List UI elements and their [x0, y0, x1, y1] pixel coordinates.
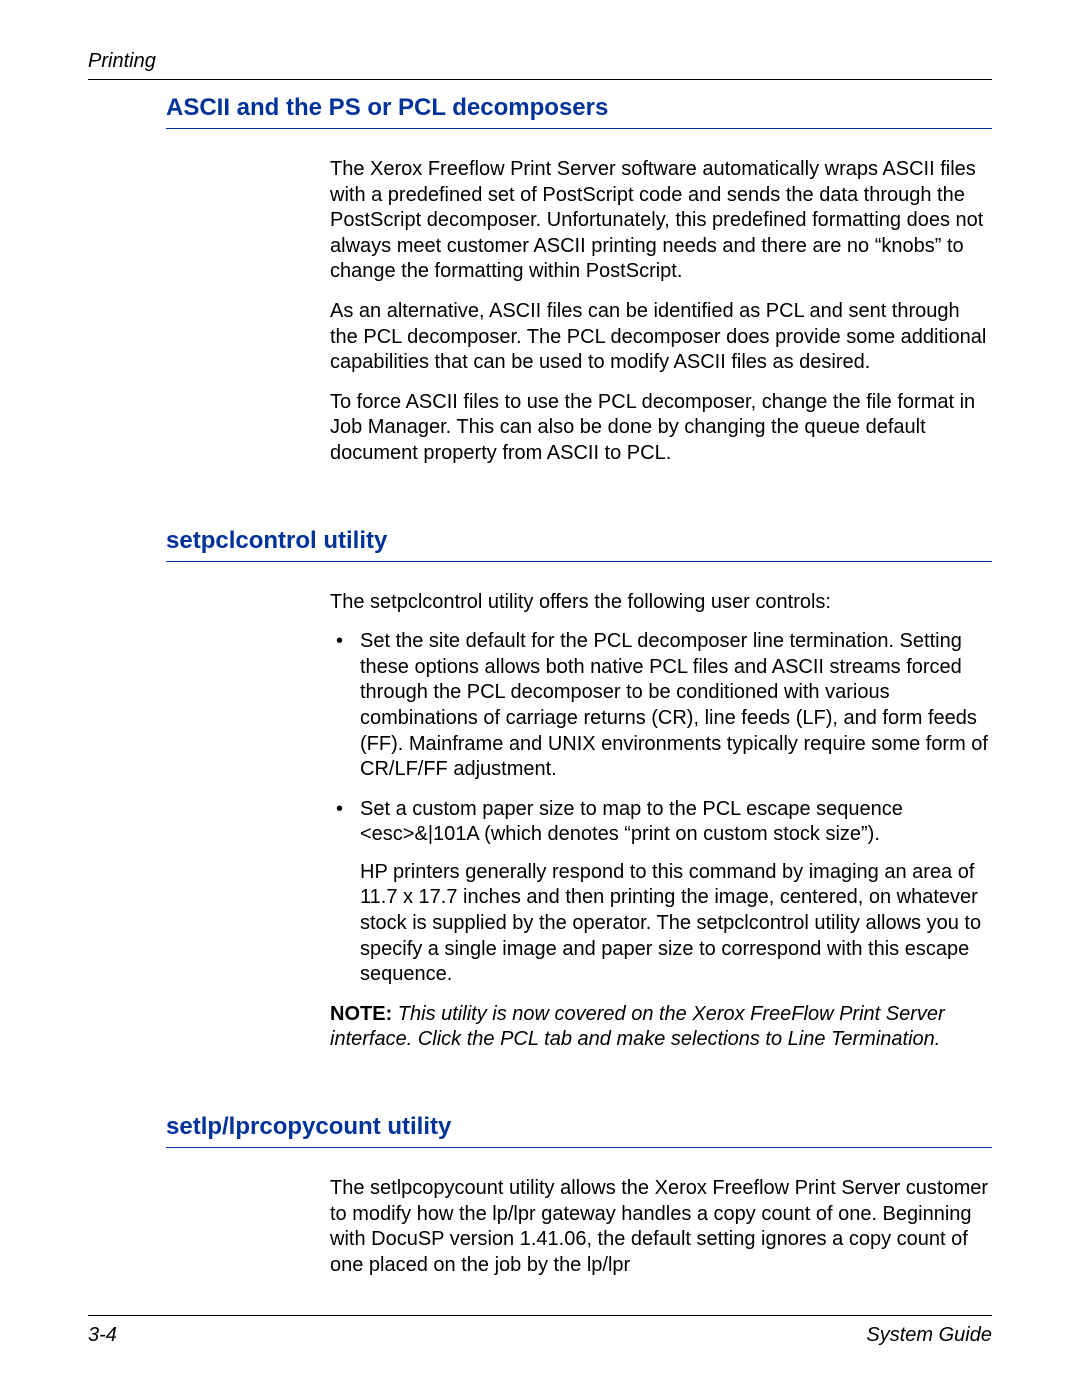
list-item: Set a custom paper size to map to the PC…	[330, 797, 992, 988]
document-page: Printing ASCII and the PS or PCL decompo…	[0, 0, 1080, 1397]
body-paragraph: The Xerox Freeflow Print Server software…	[330, 157, 992, 285]
section-body-setlplprcopycount: The setlpcopycount utility allows the Xe…	[330, 1176, 992, 1278]
list-item-text: Set a custom paper size to map to the PC…	[360, 798, 903, 846]
section-body-setpclcontrol: The setpclcontrol utility offers the fol…	[330, 590, 992, 1054]
list-item-text: Set the site default for the PCL decompo…	[360, 630, 988, 780]
list-item-subparagraph: HP printers generally respond to this co…	[360, 860, 992, 988]
page-footer: 3-4 System Guide	[88, 1315, 992, 1347]
body-paragraph: As an alternative, ASCII files can be id…	[330, 299, 992, 376]
note-paragraph: NOTE: This utility is now covered on the…	[330, 1002, 992, 1053]
body-paragraph: The setpclcontrol utility offers the fol…	[330, 590, 992, 616]
section-body-ascii-decomposers: The Xerox Freeflow Print Server software…	[330, 157, 992, 467]
note-label: NOTE:	[330, 1003, 392, 1025]
note-text: This utility is now covered on the Xerox…	[330, 1003, 945, 1051]
page-number: 3-4	[88, 1324, 117, 1347]
document-title: System Guide	[866, 1324, 992, 1347]
body-paragraph: To force ASCII files to use the PCL deco…	[330, 390, 992, 467]
body-paragraph: The setlpcopycount utility allows the Xe…	[330, 1176, 992, 1278]
running-head: Printing	[88, 50, 992, 80]
bullet-list: Set the site default for the PCL decompo…	[330, 629, 992, 988]
list-item: Set the site default for the PCL decompo…	[330, 629, 992, 783]
section-heading-setpclcontrol: setpclcontrol utility	[166, 527, 992, 562]
section-heading-setlplprcopycount: setlp/lprcopycount utility	[166, 1113, 992, 1148]
section-heading-ascii-decomposers: ASCII and the PS or PCL decomposers	[166, 94, 992, 129]
